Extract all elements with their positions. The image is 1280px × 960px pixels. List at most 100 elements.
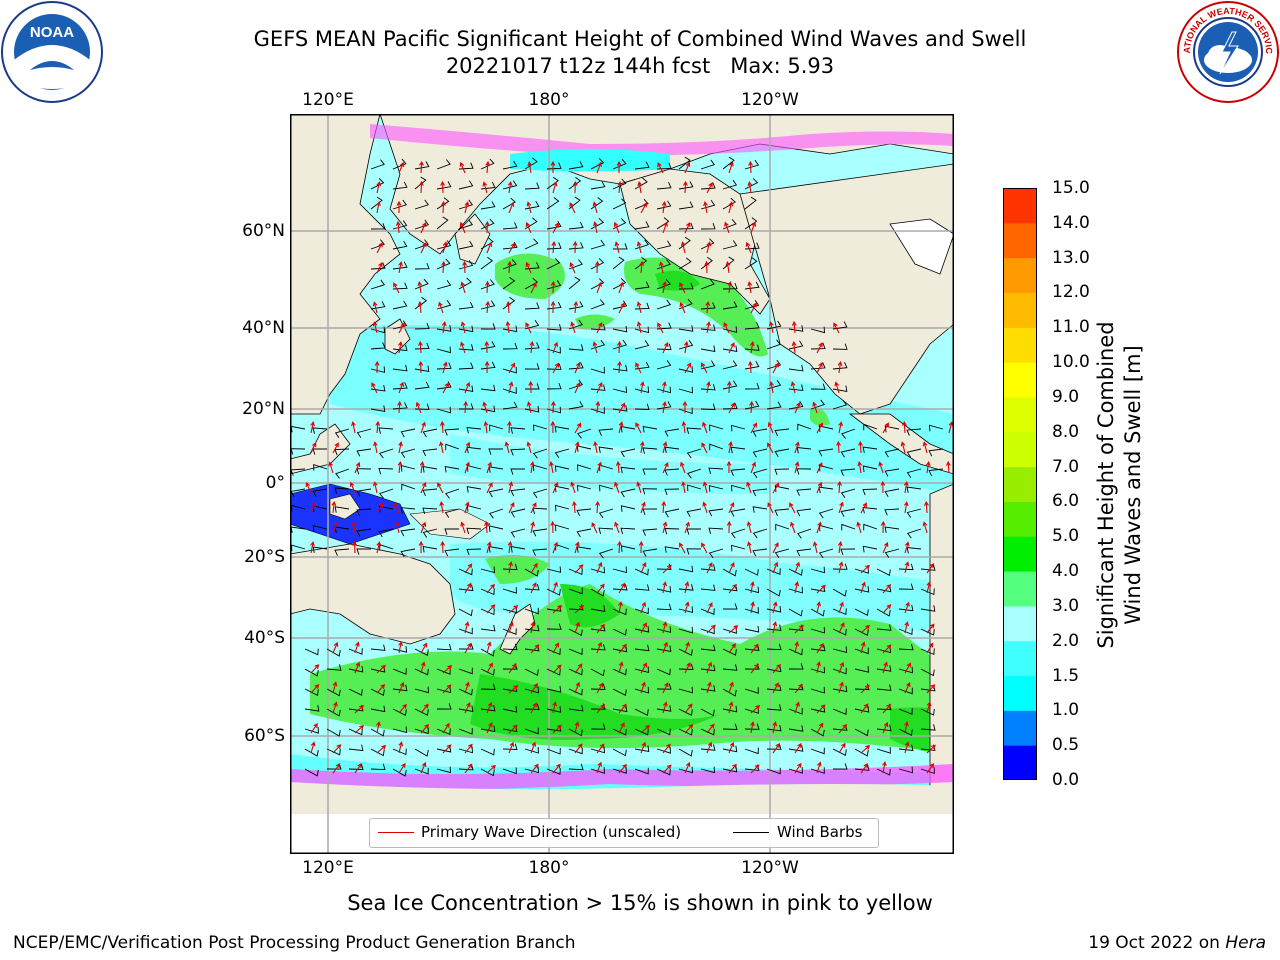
wind-barb (568, 668, 583, 676)
wave-direction-arrow (442, 241, 448, 254)
wave-direction-arrow (860, 684, 870, 694)
wind-barb (920, 724, 936, 731)
wind-barb (502, 259, 517, 270)
wind-barb (546, 197, 560, 210)
wave-direction-arrow (662, 521, 668, 534)
wind-barb (510, 488, 526, 497)
wind-barb (554, 485, 570, 493)
wave-direction-arrow (746, 481, 752, 494)
wind-barb (700, 584, 716, 591)
wind-barb (744, 300, 760, 310)
wave-direction-arrow (706, 681, 712, 694)
wind-barb (502, 342, 518, 350)
wind-barb (642, 528, 658, 536)
chart-subtitle: 20221017 t12z 144h fcst Max: 5.93 (445, 54, 835, 78)
wind-barb (876, 624, 892, 631)
wind-barb (590, 384, 606, 391)
wind-barb (612, 628, 627, 636)
lon-label-bottom-120w: 120°W (741, 858, 799, 878)
wave-direction-arrow (397, 400, 402, 414)
wind-barb (656, 162, 672, 170)
wave-direction-arrow (530, 502, 537, 514)
wave-direction-arrow (460, 281, 466, 294)
wave-direction-arrow (398, 322, 405, 334)
wave-direction-arrow (530, 562, 538, 574)
wind-barb (700, 302, 716, 310)
wind-barb (356, 448, 372, 457)
wave-direction-arrow (750, 221, 757, 234)
colorbar-tick-label: 12.0 (1052, 282, 1090, 303)
wave-direction-arrow (442, 382, 449, 394)
wind-barb (920, 628, 935, 636)
wind-barb (810, 362, 826, 370)
wind-barb (436, 258, 451, 270)
wind-barb (678, 222, 694, 230)
wind-barb (568, 587, 583, 595)
wind-barb (832, 588, 847, 597)
wind-barb (634, 644, 650, 652)
wave-direction-arrow (482, 401, 488, 414)
wave-direction-arrow (838, 501, 844, 514)
wave-direction-arrow (420, 242, 427, 254)
wave-direction-arrow (310, 501, 317, 514)
wind-barb (708, 485, 724, 492)
colorbar-cell (1003, 431, 1037, 468)
wind-barb (722, 723, 738, 730)
wind-barb (788, 364, 804, 372)
wind-barb (898, 643, 914, 651)
wave-direction-arrow (860, 581, 866, 594)
wind-barb (546, 363, 562, 370)
wind-barb (392, 220, 408, 230)
wind-barb (841, 428, 856, 439)
wind-barb (480, 256, 494, 270)
wind-barb (854, 728, 869, 737)
wave-direction-arrow (772, 682, 779, 694)
wave-direction-arrow (726, 380, 732, 394)
wind-barb (576, 528, 592, 538)
wave-direction-arrow (332, 442, 339, 454)
lat-label-60s: 60°S (244, 726, 285, 746)
wind-barb (370, 405, 386, 412)
wave-direction-arrow (747, 180, 753, 194)
arctic-ice-fringe (370, 124, 954, 156)
wind-barb (392, 382, 408, 390)
wave-direction-arrow (596, 161, 602, 174)
wave-direction-arrow (684, 221, 691, 234)
wind-barb (810, 666, 825, 674)
wind-barb (788, 608, 803, 617)
wave-direction-arrow (396, 200, 402, 213)
wave-direction-arrow (596, 682, 604, 694)
wind-barb (334, 487, 350, 494)
wave-direction-arrow (838, 601, 844, 614)
wave-direction-arrow (549, 461, 554, 474)
wave-direction-arrow (552, 181, 558, 194)
wave-direction-arrow (550, 420, 556, 434)
wind-barb (422, 466, 438, 473)
wind-barb (788, 745, 804, 752)
wind-barb (458, 301, 474, 310)
wind-barb (788, 707, 803, 715)
wind-barb (458, 584, 474, 592)
wave-direction-arrow (464, 501, 470, 514)
wave-direction-layer (305, 160, 954, 774)
wind-barb (392, 181, 408, 190)
wind-barb (612, 705, 628, 713)
wave-direction-arrow (508, 561, 513, 574)
wave-direction-arrow (572, 240, 578, 254)
wave-direction-arrow (662, 743, 671, 754)
wave-direction-arrow (683, 340, 689, 354)
wind-barb (620, 488, 636, 498)
wind-barb (832, 362, 848, 370)
wave-direction-arrow (525, 221, 532, 234)
wave-direction-arrow (640, 202, 647, 214)
wind-barb (840, 448, 856, 458)
land-greenland-area (889, 218, 954, 275)
wave-direction-arrow (305, 481, 312, 494)
wind-barb (480, 588, 495, 596)
wave-direction-arrow (904, 621, 910, 634)
wind-barb (656, 322, 672, 330)
wave-direction-arrow (857, 460, 863, 474)
wind-barb (620, 527, 636, 535)
wind-barb (766, 339, 781, 350)
footer-branch: NCEP/EMC/Verification Post Processing Pr… (13, 933, 576, 953)
